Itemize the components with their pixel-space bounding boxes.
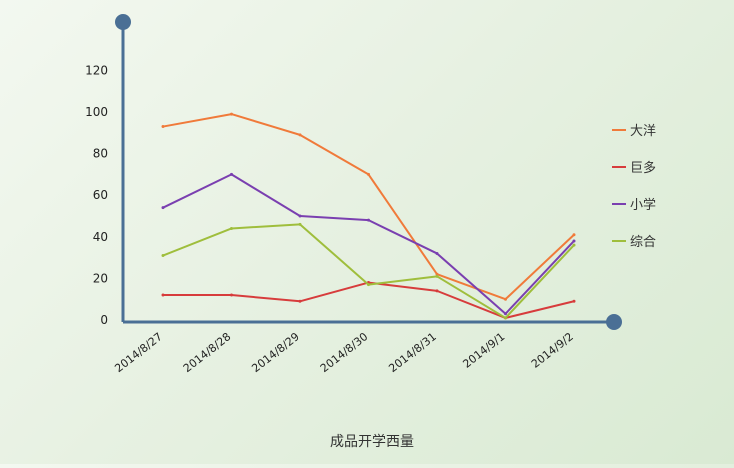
x-tick-label: 2014/9/1 (460, 330, 507, 371)
y-tick-labels: 0 20 40 60 80 100 120 (85, 63, 108, 327)
x-tick-label: 2014/8/27 (112, 330, 164, 375)
data-point (367, 172, 370, 176)
y-tick-label: 80 (93, 147, 108, 161)
data-point (298, 222, 302, 226)
data-point (298, 133, 302, 137)
x-axis-label: 成品开学西量 (330, 434, 414, 450)
x-tick-label: 2014/8/28 (181, 330, 233, 375)
x-axis-end-dot (606, 314, 622, 330)
series-line-4 (162, 223, 575, 319)
data-point (230, 112, 233, 116)
data-point (435, 274, 439, 278)
data-point (161, 206, 165, 210)
data-point (230, 293, 233, 297)
series-line-1 (162, 113, 575, 301)
series-lines (161, 112, 576, 320)
y-tick-label: 100 (85, 105, 108, 119)
x-tick-label: 2014/8/29 (249, 330, 301, 375)
data-point (572, 243, 576, 247)
data-point (230, 226, 233, 230)
y-axis-end-dot (115, 14, 131, 30)
legend-label: 大洋 (630, 124, 656, 139)
data-point (435, 251, 439, 255)
data-point (298, 299, 302, 303)
data-point (572, 299, 576, 303)
data-point (504, 312, 507, 316)
legend-label: 巨多 (630, 160, 656, 176)
data-point (230, 172, 233, 176)
data-point (367, 283, 370, 287)
y-tick-label: 20 (93, 271, 108, 285)
data-point (367, 218, 370, 222)
data-point (504, 316, 507, 320)
data-point (298, 214, 302, 218)
data-point (161, 293, 165, 297)
data-point (435, 289, 439, 293)
y-tick-label: 60 (93, 188, 108, 202)
data-point (161, 254, 165, 258)
x-tick-label: 2014/8/30 (318, 330, 370, 375)
data-point (572, 233, 576, 237)
legend-label: 综合 (630, 235, 656, 250)
legend-label: 小学 (630, 197, 656, 213)
x-tick-label: 2014/9/2 (529, 330, 576, 371)
data-point (504, 297, 507, 301)
series-line-2 (162, 281, 575, 319)
y-tick-label: 0 (100, 313, 108, 327)
y-tick-label: 120 (85, 63, 108, 77)
x-tick-label: 2014/8/31 (386, 330, 438, 375)
axes (115, 14, 622, 330)
data-point (161, 125, 165, 129)
y-tick-label: 40 (93, 230, 108, 244)
data-point (435, 272, 439, 276)
data-point (572, 239, 576, 243)
x-tick-labels: 2014/8/27 2014/8/28 2014/8/29 2014/8/30 2014… (112, 330, 575, 375)
